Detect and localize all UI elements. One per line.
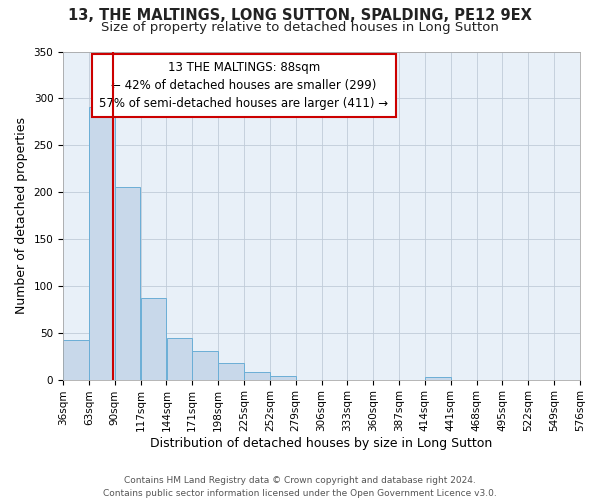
X-axis label: Distribution of detached houses by size in Long Sutton: Distribution of detached houses by size … [151,437,493,450]
Bar [244,372,269,380]
Text: Size of property relative to detached houses in Long Sutton: Size of property relative to detached ho… [101,21,499,34]
Bar [425,377,451,380]
Text: Contains HM Land Registry data © Crown copyright and database right 2024.
Contai: Contains HM Land Registry data © Crown c… [103,476,497,498]
Bar [270,376,296,380]
Text: 13 THE MALTINGS: 88sqm
← 42% of detached houses are smaller (299)
57% of semi-de: 13 THE MALTINGS: 88sqm ← 42% of detached… [100,62,389,110]
Bar [193,352,218,380]
Text: 13, THE MALTINGS, LONG SUTTON, SPALDING, PE12 9EX: 13, THE MALTINGS, LONG SUTTON, SPALDING,… [68,8,532,22]
Bar [218,362,244,380]
Bar [115,188,140,380]
Bar [63,340,89,380]
Bar [141,298,166,380]
Bar [167,338,192,380]
Y-axis label: Number of detached properties: Number of detached properties [15,117,28,314]
Bar [89,107,115,380]
